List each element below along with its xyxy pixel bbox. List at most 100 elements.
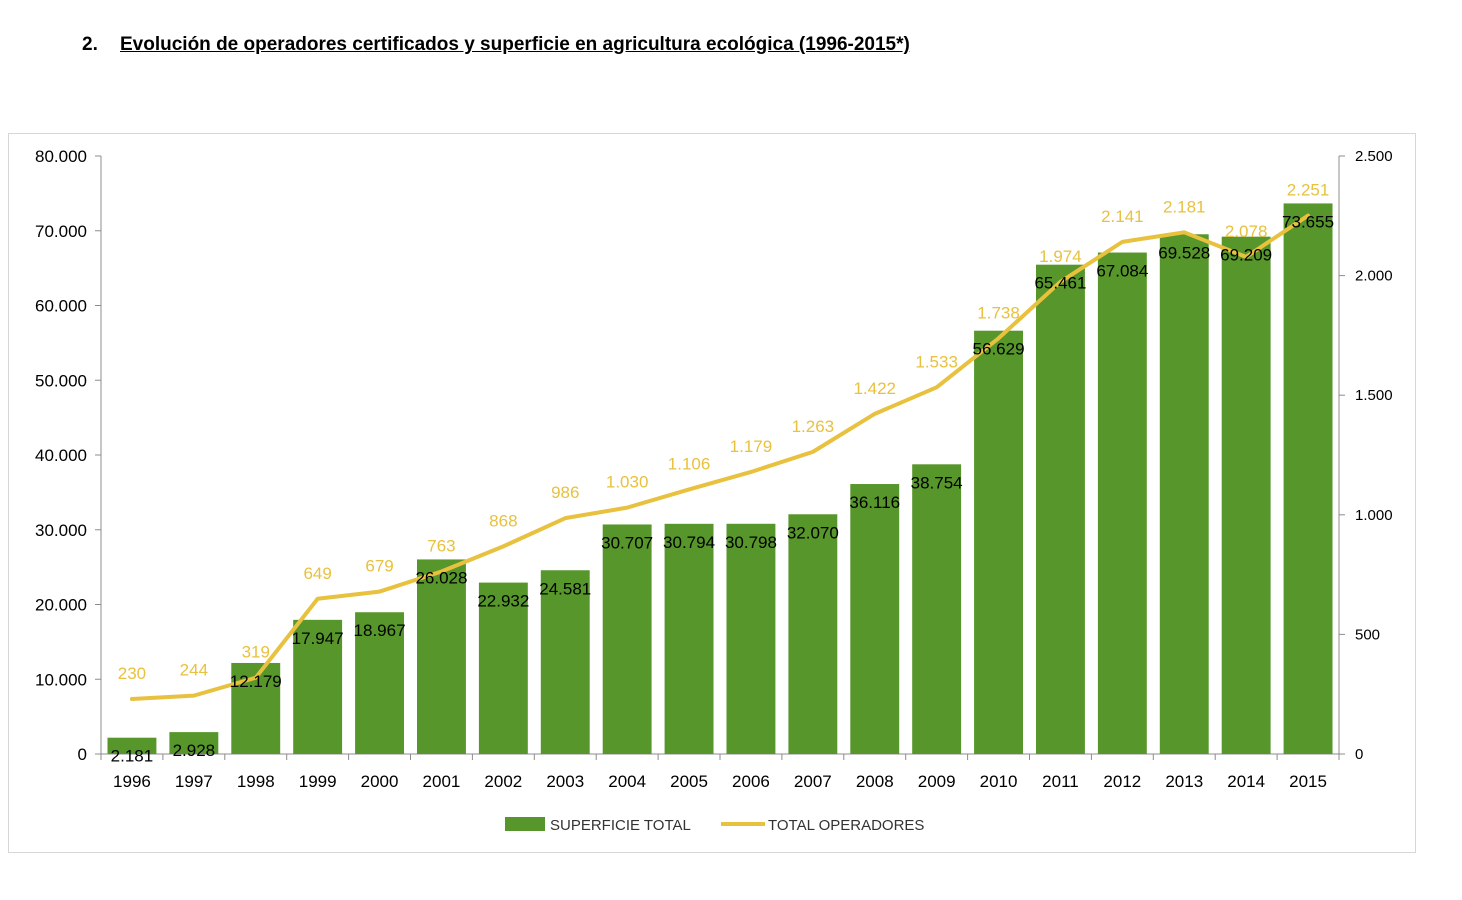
line-data-label: 868 [489, 511, 517, 530]
bar [1221, 236, 1271, 754]
x-tick-label: 2006 [732, 772, 770, 791]
line-data-label: 1.974 [1039, 247, 1082, 266]
y-right-tick-label: 1.000 [1355, 507, 1393, 524]
line-data-label: 319 [242, 643, 270, 662]
y-right-tick-label: 2.000 [1355, 268, 1393, 285]
y-left-tick-label: 50.000 [35, 371, 87, 390]
x-tick-label: 2004 [608, 772, 646, 791]
bar-data-label: 32.070 [787, 523, 839, 542]
bar [664, 523, 714, 754]
bar-data-label: 2.928 [173, 741, 216, 760]
y-left-tick-label: 80.000 [35, 147, 87, 166]
x-tick-label: 1997 [175, 772, 213, 791]
legend-label-operadores: TOTAL OPERADORES [768, 817, 924, 834]
y-right-tick-label: 0 [1355, 746, 1363, 763]
bar-data-label: 69.528 [1158, 243, 1210, 262]
x-tick-label: 2005 [670, 772, 708, 791]
y-right-tick-label: 500 [1355, 626, 1380, 643]
x-tick-label: 2011 [1042, 772, 1079, 791]
bar-data-label: 12.179 [230, 672, 282, 691]
combo-chart: 0 10.000 20.000 30.000 40.000 50.000 60.000 70.… [35, 147, 1393, 834]
bar [169, 732, 219, 754]
line-data-label: 1.422 [853, 379, 896, 398]
line-data-label: 2.141 [1101, 207, 1144, 226]
bar-data-label: 24.581 [539, 579, 591, 598]
bar [540, 570, 590, 754]
bar [293, 619, 343, 754]
y-left-tick-label: 40.000 [35, 446, 87, 465]
y-left-tick-label: 20.000 [35, 596, 87, 615]
bar [850, 484, 900, 754]
x-tick-label: 1996 [113, 772, 151, 791]
line-data-label: 2.181 [1163, 197, 1206, 216]
bar [602, 524, 652, 754]
line-data-label: 763 [427, 536, 455, 555]
legend-swatch-superficie [505, 817, 545, 831]
bar-data-label: 73.655 [1282, 212, 1334, 231]
bar-data-label: 69.209 [1220, 246, 1272, 265]
bar-data-label: 30.794 [663, 533, 715, 552]
legend-label-superficie: SUPERFICIE TOTAL [550, 817, 691, 834]
bar-data-label: 67.084 [1096, 262, 1148, 281]
line-data-label: 230 [118, 664, 146, 683]
line-data-label: 1.179 [730, 437, 773, 456]
x-tick-label: 2008 [856, 772, 894, 791]
line-data-label: 2.251 [1287, 181, 1330, 200]
line-data-label: 649 [303, 564, 331, 583]
x-tick-label: 1998 [237, 772, 275, 791]
bar-data-label: 38.754 [911, 473, 963, 492]
y-right-tick-label: 2.500 [1355, 148, 1393, 165]
y-left-tick-label: 60.000 [35, 297, 87, 316]
bar-data-label: 17.947 [292, 629, 344, 648]
bar [416, 559, 466, 754]
bar [107, 737, 157, 754]
bar [1283, 203, 1333, 755]
line-data-label: 1.738 [977, 303, 1020, 322]
bar-data-label: 36.116 [849, 493, 900, 512]
chart-heading: 2. Evolución de operadores certificados y… [82, 34, 910, 56]
x-tick-label: 2013 [1165, 772, 1203, 791]
line-data-label: 679 [365, 557, 393, 576]
bar [1097, 252, 1147, 754]
bar-data-label: 30.707 [601, 533, 653, 552]
chart-title: Evolución de operadores certificados y s… [120, 34, 910, 55]
line-data-label: 986 [551, 483, 579, 502]
bar-data-label: 65.461 [1034, 274, 1086, 293]
y-left-tick-label: 70.000 [35, 222, 87, 241]
bar-data-label: 56.629 [973, 340, 1025, 359]
bar [1159, 234, 1209, 754]
x-tick-label: 2015 [1289, 772, 1327, 791]
y-left-tick-label: 10.000 [35, 670, 87, 689]
bar [1035, 264, 1085, 754]
x-tick-label: 2012 [1103, 772, 1141, 791]
x-tick-label: 2007 [794, 772, 832, 791]
bar-data-label: 30.798 [725, 533, 777, 552]
y-right-tick-label: 1.500 [1355, 387, 1393, 404]
x-tick-label: 2010 [980, 772, 1018, 791]
y-left-tick-label: 30.000 [35, 521, 87, 540]
x-tick-label: 2001 [423, 772, 461, 791]
x-tick-label: 1999 [299, 772, 337, 791]
heading-number: 2. [82, 34, 98, 55]
bar [788, 514, 838, 754]
x-tick-label: 2002 [484, 772, 522, 791]
bar [974, 330, 1024, 754]
line-data-label: 2.078 [1225, 222, 1268, 241]
bar-data-label: 22.932 [477, 592, 529, 611]
bar [726, 523, 776, 754]
line-data-label: 1.533 [915, 352, 958, 371]
line-data-label: 244 [180, 661, 208, 680]
x-tick-label: 2009 [918, 772, 956, 791]
bar-data-label: 2.181 [111, 747, 154, 766]
y-left-tick-label: 0 [78, 745, 87, 764]
chart-frame: 0 10.000 20.000 30.000 40.000 50.000 60.000 70.… [8, 133, 1416, 853]
operators-line [129, 213, 1311, 701]
line-data-label: 1.263 [792, 417, 835, 436]
x-tick-label: 2003 [546, 772, 584, 791]
bar-data-label: 26.028 [415, 568, 467, 587]
bar [912, 464, 962, 754]
x-tick-label: 2014 [1227, 772, 1265, 791]
x-tick-label: 2000 [361, 772, 399, 791]
bar [355, 612, 405, 754]
bar-data-label: 18.967 [354, 621, 406, 640]
